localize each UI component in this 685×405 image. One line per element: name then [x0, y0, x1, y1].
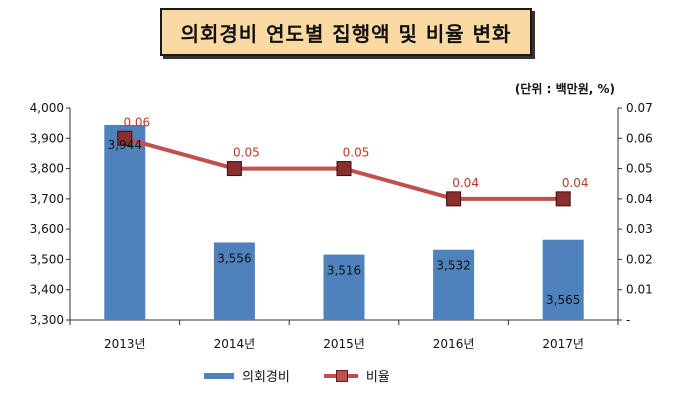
bar-value-label: 3,516 — [327, 264, 361, 278]
y-right-tick-label: 0.06 — [626, 131, 653, 145]
bar — [104, 124, 146, 321]
legend-swatch-line — [323, 369, 358, 382]
x-tick-label: 2017년 — [542, 337, 584, 351]
ratio-marker — [446, 191, 462, 207]
x-tick-label: 2015년 — [323, 337, 365, 351]
bar — [213, 242, 255, 320]
y-right-tick-label: 0.05 — [626, 162, 653, 176]
y-left-tick-label: 4,000 — [30, 101, 64, 115]
y-left-tick-label: 3,300 — [30, 313, 64, 327]
x-tick-label: 2014년 — [214, 337, 256, 351]
y-right-tick-label: 0.07 — [626, 101, 653, 115]
unit-label: (단위 : 백만원, %) — [514, 82, 615, 96]
bar-value-label: 3,565 — [546, 293, 580, 307]
y-right-tick-label: 0.04 — [626, 192, 653, 206]
ratio-value-label: 0.04 — [452, 176, 479, 190]
legend-swatch-bar — [204, 372, 234, 379]
legend-label-line: 비율 — [365, 370, 390, 385]
bar-value-label: 3,556 — [217, 251, 251, 265]
bar — [542, 239, 584, 320]
legend-item-bar: 의회경비 — [204, 366, 290, 385]
legend-item-line: 비율 — [323, 366, 390, 385]
bar — [433, 249, 475, 320]
bar — [323, 254, 365, 320]
ratio-value-label: 0.05 — [343, 146, 370, 160]
ratio-marker — [117, 130, 133, 146]
x-tick-label: 2013년 — [104, 337, 146, 351]
legend-label-bar: 의회경비 — [242, 370, 290, 385]
bar-value-label: 3,944 — [108, 138, 142, 152]
bar-value-label: 3,532 — [436, 259, 470, 273]
legend: 의회경비 비율 — [204, 366, 390, 385]
y-right-tick-label: 0.02 — [626, 252, 653, 266]
ratio-marker — [555, 191, 571, 207]
y-left-tick-label: 3,400 — [30, 283, 64, 297]
y-left-tick-label: 3,600 — [30, 222, 64, 236]
y-left-tick-label: 3,700 — [30, 192, 64, 206]
y-left-tick-label: 3,800 — [30, 162, 64, 176]
y-right-tick-label: 0.03 — [626, 222, 653, 236]
y-left-tick-label: 3,900 — [30, 131, 64, 145]
ratio-marker — [226, 161, 242, 177]
x-tick-label: 2016년 — [433, 337, 475, 351]
ratio-value-label: 0.06 — [123, 115, 150, 129]
chart-title: 의회경비 연도별 집행액 및 비율 변화 — [160, 8, 532, 56]
y-left-tick-label: 3,500 — [30, 252, 64, 266]
ratio-value-label: 0.05 — [233, 146, 260, 160]
ratio-value-label: 0.04 — [562, 176, 589, 190]
y-right-tick-label: 0.01 — [626, 283, 653, 297]
ratio-marker — [336, 161, 352, 177]
y-right-tick-label: - — [626, 313, 630, 327]
